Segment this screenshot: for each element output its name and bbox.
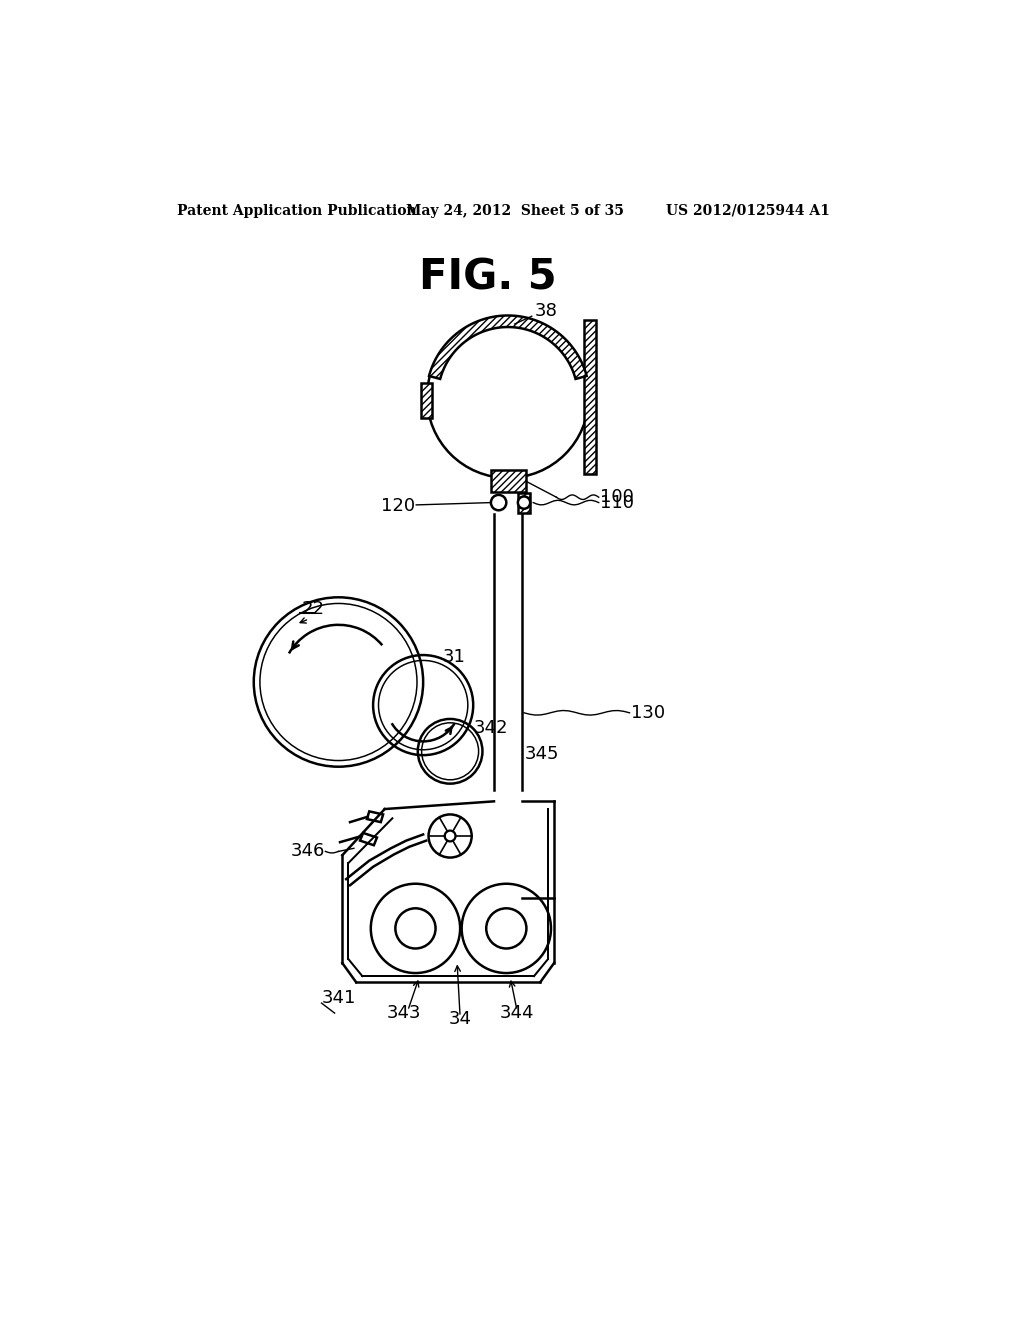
Text: Patent Application Publication: Patent Application Publication [177, 203, 417, 218]
Polygon shape [429, 315, 587, 379]
Text: 344: 344 [500, 1005, 535, 1022]
Text: 130: 130 [631, 704, 666, 722]
Text: 341: 341 [322, 989, 356, 1007]
Text: 110: 110 [600, 494, 634, 512]
Text: 346: 346 [290, 842, 325, 861]
Bar [421, 383, 432, 418]
Text: 31: 31 [442, 648, 465, 667]
Text: 22: 22 [301, 599, 325, 618]
Text: 100: 100 [600, 488, 634, 506]
Bar [584, 321, 596, 474]
Text: 120: 120 [381, 498, 416, 515]
Circle shape [490, 495, 506, 511]
Polygon shape [360, 833, 377, 845]
Text: 342: 342 [473, 719, 508, 737]
Polygon shape [367, 812, 383, 822]
Bar [518, 492, 530, 512]
Text: 38: 38 [535, 302, 558, 319]
Circle shape [444, 830, 456, 841]
Text: FIG. 5: FIG. 5 [419, 257, 557, 298]
Text: May 24, 2012  Sheet 5 of 35: May 24, 2012 Sheet 5 of 35 [407, 203, 624, 218]
Text: 343: 343 [387, 1005, 421, 1022]
Bar [490, 470, 525, 492]
Circle shape [518, 496, 530, 508]
Text: 345: 345 [524, 744, 559, 763]
Text: US 2012/0125944 A1: US 2012/0125944 A1 [666, 203, 829, 218]
Text: 34: 34 [449, 1010, 472, 1028]
